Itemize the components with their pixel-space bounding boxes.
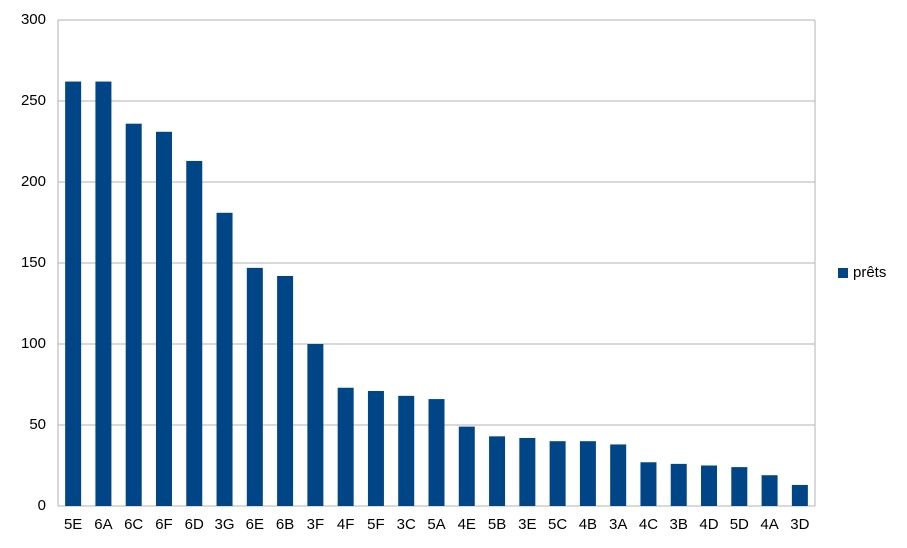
- bar: [731, 467, 748, 506]
- x-tick-label: 3F: [307, 516, 325, 533]
- bar: [489, 436, 506, 506]
- x-tick-label: 3E: [518, 516, 536, 533]
- bar: [95, 81, 112, 506]
- bar: [125, 123, 142, 507]
- x-tick-label: 3G: [215, 516, 235, 533]
- x-tick-label: 6C: [124, 516, 143, 533]
- bar: [216, 212, 233, 506]
- x-tick-label: 4F: [337, 516, 355, 533]
- bar: [519, 437, 536, 506]
- x-tick-label: 4C: [639, 516, 658, 533]
- x-tick-label: 6E: [246, 516, 264, 533]
- x-tick-label: 4E: [458, 516, 476, 533]
- bar: [367, 390, 384, 506]
- y-tick-label: 100: [21, 335, 46, 352]
- x-tick-label: 3C: [397, 516, 416, 533]
- y-tick-label: 150: [21, 254, 46, 271]
- x-tick-label: 5B: [488, 516, 506, 533]
- x-tick-label: 6A: [94, 516, 112, 533]
- bar: [761, 475, 778, 506]
- y-tick-label: 200: [21, 173, 46, 190]
- bar: [610, 444, 627, 506]
- bar: [670, 463, 687, 506]
- bar: [428, 399, 445, 506]
- x-tick-label: 5D: [730, 516, 749, 533]
- x-tick-label: 3B: [670, 516, 688, 533]
- bar: [246, 267, 263, 506]
- bar: [307, 344, 324, 506]
- x-tick-label: 4B: [579, 516, 597, 533]
- x-tick-label: 6F: [155, 516, 173, 533]
- bar: [458, 426, 475, 506]
- legend-label: prêts: [853, 264, 886, 281]
- x-tick-label: 6B: [276, 516, 294, 533]
- x-tick-label: 5E: [64, 516, 82, 533]
- bar: [155, 131, 172, 506]
- bar: [640, 462, 657, 506]
- bar: [398, 395, 415, 506]
- bar: [701, 465, 718, 506]
- y-tick-label: 300: [21, 11, 46, 28]
- x-tick-label: 5C: [548, 516, 567, 533]
- bar: [65, 81, 82, 506]
- bar: [337, 387, 354, 506]
- x-tick-label: 5A: [427, 516, 445, 533]
- y-tick-label: 50: [29, 416, 46, 433]
- bar: [277, 275, 294, 506]
- legend-swatch: [838, 268, 848, 278]
- x-tick-label: 5F: [367, 516, 385, 533]
- x-tick-label: 3A: [609, 516, 627, 533]
- y-tick-label: 0: [38, 497, 46, 514]
- x-tick-label: 3D: [790, 516, 809, 533]
- x-tick-label: 4D: [699, 516, 718, 533]
- y-tick-label: 250: [21, 92, 46, 109]
- bar: [186, 160, 203, 506]
- bar: [579, 441, 596, 506]
- x-tick-label: 6D: [185, 516, 204, 533]
- bar: [791, 484, 808, 506]
- bar: [549, 441, 566, 506]
- x-tick-label: 4A: [760, 516, 778, 533]
